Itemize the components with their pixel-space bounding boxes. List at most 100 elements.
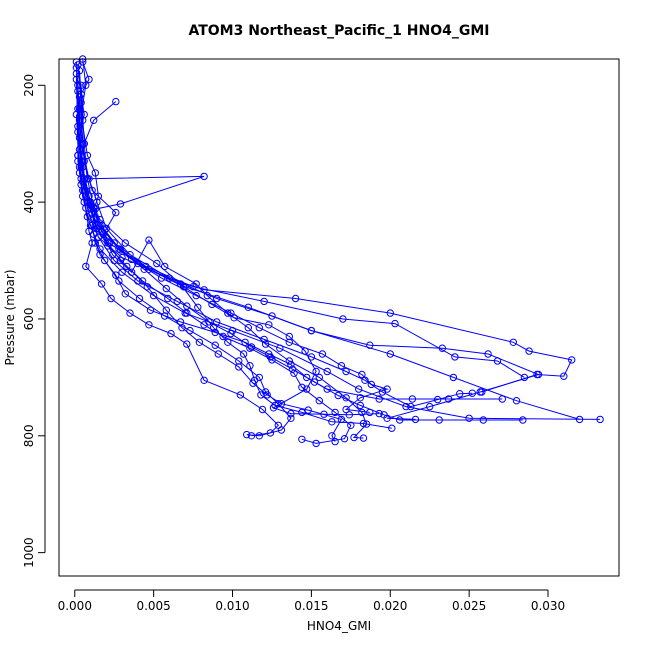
data-point: [435, 416, 443, 424]
data-point: [115, 277, 123, 285]
data-point: [83, 213, 92, 221]
profile-series: [72, 110, 506, 403]
x-tick-label: 0.000: [58, 599, 92, 613]
data-point: [192, 291, 200, 300]
data-point: [157, 274, 166, 282]
data-point: [263, 391, 271, 399]
profile-line: [77, 108, 352, 444]
profile-line: [79, 167, 523, 421]
data-point: [86, 201, 95, 209]
data-point: [88, 186, 96, 195]
data-point: [205, 318, 213, 326]
data-point: [356, 394, 364, 402]
data-point: [123, 262, 131, 271]
data-point: [438, 344, 446, 352]
data-point: [350, 433, 358, 442]
data-point: [388, 424, 396, 432]
data-point: [213, 318, 221, 326]
data-point: [383, 385, 391, 393]
data-point: [320, 410, 328, 418]
chart-marks: [72, 55, 604, 448]
data-point: [285, 338, 293, 346]
x-tick-label: 0.015: [294, 599, 328, 613]
data-point: [75, 169, 84, 177]
data-point: [195, 338, 204, 346]
data-point: [366, 341, 374, 349]
profile-line: [78, 61, 573, 393]
data-point: [345, 411, 353, 419]
data-point: [74, 151, 82, 160]
x-tick-label: 0.030: [531, 599, 565, 613]
data-point: [80, 140, 88, 148]
data-point: [255, 324, 263, 332]
data-point: [534, 370, 543, 379]
data-point: [101, 256, 109, 265]
profile-line: [79, 96, 368, 439]
data-point: [402, 402, 410, 411]
data-point: [153, 259, 161, 268]
data-point: [116, 200, 125, 208]
data-point: [200, 376, 208, 384]
data-point: [358, 408, 366, 417]
data-point: [246, 362, 254, 370]
data-point: [145, 321, 153, 329]
data-point: [298, 435, 306, 443]
data-point: [121, 290, 130, 298]
data-point: [331, 408, 339, 417]
data-point: [568, 356, 576, 364]
data-point: [287, 409, 295, 418]
data-point: [82, 262, 90, 271]
data-point: [304, 406, 312, 414]
data-point: [575, 415, 584, 424]
data-point: [194, 303, 202, 311]
profile-series: [75, 163, 527, 424]
data-point: [224, 338, 232, 346]
data-point: [342, 367, 350, 376]
data-point: [411, 415, 420, 424]
data-point: [291, 294, 300, 303]
data-point: [359, 434, 368, 442]
data-point: [261, 340, 270, 348]
data-point: [116, 256, 125, 265]
data-point: [258, 405, 267, 414]
data-point: [243, 430, 251, 439]
data-point: [468, 389, 476, 397]
data-point: [82, 81, 90, 90]
data-point: [239, 350, 248, 358]
data-point: [287, 360, 295, 369]
data-point: [236, 391, 245, 399]
plot-frame: [58, 58, 620, 577]
profile-line: [77, 155, 343, 442]
data-point: [375, 409, 383, 418]
data-point: [367, 380, 375, 389]
profile-line: [75, 67, 525, 378]
profile-line: [80, 101, 380, 416]
data-point: [301, 347, 309, 355]
data-point: [192, 280, 200, 288]
data-point: [146, 306, 155, 314]
y-tick-label: 800: [22, 424, 36, 447]
data-point: [260, 297, 268, 306]
data-point: [97, 280, 106, 288]
data-point: [145, 236, 153, 244]
data-point: [315, 397, 323, 405]
data-point: [107, 294, 115, 303]
data-point: [90, 230, 98, 239]
data-point: [145, 265, 153, 273]
data-point: [298, 383, 306, 391]
data-point: [358, 370, 366, 379]
data-point: [211, 341, 219, 349]
data-point: [328, 432, 336, 440]
data-point: [347, 421, 355, 429]
profile-series: [77, 55, 391, 417]
data-point: [101, 226, 109, 234]
data-point: [241, 338, 249, 346]
data-point: [208, 300, 216, 309]
profile-line: [80, 85, 292, 437]
data-point: [247, 343, 256, 351]
data-point: [162, 284, 171, 293]
data-point: [298, 408, 306, 417]
data-point: [214, 350, 223, 358]
data-point: [323, 367, 331, 376]
data-point: [200, 172, 208, 181]
